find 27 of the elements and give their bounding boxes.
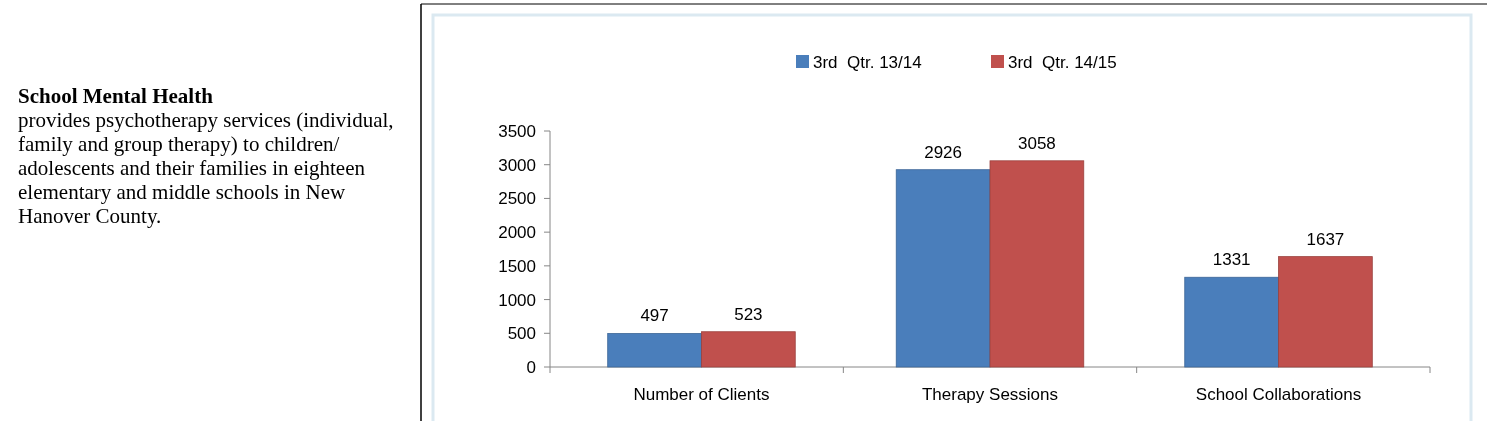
text: School Mental Health: [18, 84, 214, 108]
y-tick-label: 1500: [498, 256, 536, 276]
data-label: 1331: [1212, 250, 1251, 270]
y-tick-label: 500: [507, 324, 536, 344]
bar: [701, 331, 796, 368]
data-label: 2926: [924, 142, 963, 162]
bar: [1278, 256, 1373, 368]
y-tick-label: 3500: [498, 121, 536, 141]
bar: [607, 333, 702, 368]
data-label: 497: [640, 306, 669, 326]
x-tick-label: Therapy Sessions: [921, 384, 1059, 404]
bar: [895, 169, 991, 368]
bar: [989, 160, 1085, 368]
y-tick-label: 1000: [498, 290, 536, 310]
legend-label: 3rd Qtr. 13/14: [813, 52, 922, 72]
x-tick-label: Number of Clients: [633, 384, 770, 404]
bar: [1184, 276, 1279, 368]
text: provides psychotherapy services (individual, family and group therapy) to children/ adolescents and their families in eighteen elementary and middle schools in New Hanover County.: [18, 108, 395, 228]
legend-label: 3rd Qtr. 14/15: [1008, 52, 1117, 72]
data-label: 1637: [1306, 229, 1345, 249]
x-tick-label: School Collaborations: [1195, 384, 1362, 404]
data-label: 523: [734, 304, 763, 324]
y-tick-label: 3000: [498, 155, 536, 175]
data-label: 3058: [1017, 133, 1056, 153]
y-tick-label: 0: [526, 357, 536, 377]
y-tick-label: 2000: [498, 223, 536, 243]
y-tick-label: 2500: [498, 189, 536, 209]
